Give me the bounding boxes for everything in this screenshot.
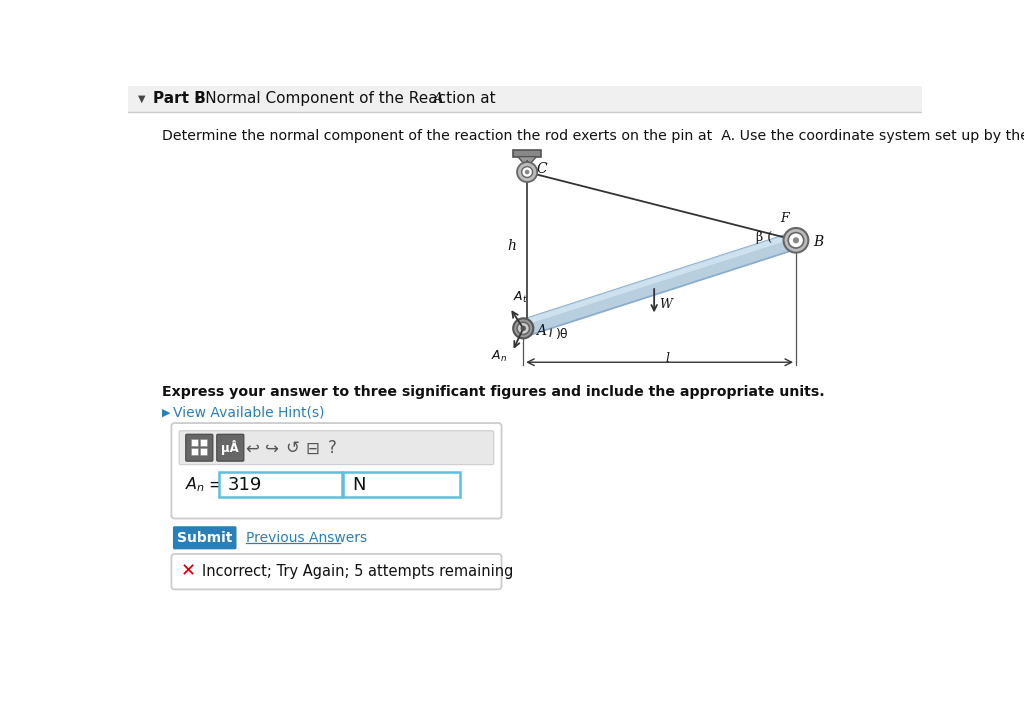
- Text: A: A: [536, 325, 546, 338]
- Text: ✕: ✕: [181, 563, 196, 581]
- Circle shape: [513, 318, 534, 338]
- Text: B: B: [813, 235, 823, 249]
- Text: C: C: [537, 162, 547, 176]
- Bar: [190, 439, 198, 446]
- Text: - Normal Component of the Reaction at: - Normal Component of the Reaction at: [190, 92, 501, 107]
- Ellipse shape: [790, 229, 803, 252]
- Text: Express your answer to three significant figures and include the appropriate uni: Express your answer to three significant…: [162, 385, 825, 399]
- FancyBboxPatch shape: [171, 554, 502, 589]
- Text: )θ: )θ: [556, 328, 568, 341]
- Text: $A_n$: $A_n$: [185, 475, 206, 494]
- Text: Previous Answers: Previous Answers: [246, 531, 367, 545]
- Bar: [513, 150, 541, 157]
- Bar: [190, 448, 198, 455]
- Polygon shape: [520, 232, 796, 326]
- Bar: [343, 473, 460, 497]
- Bar: [200, 439, 207, 446]
- Text: ▶: ▶: [162, 408, 171, 418]
- Circle shape: [521, 167, 532, 177]
- FancyBboxPatch shape: [179, 430, 494, 465]
- Text: $A_t$: $A_t$: [513, 290, 527, 305]
- Text: β (: β (: [756, 231, 772, 244]
- Text: F: F: [780, 212, 788, 225]
- Text: Part B: Part B: [153, 92, 206, 107]
- Text: A: A: [432, 92, 442, 106]
- Bar: [342, 473, 343, 497]
- Text: W: W: [658, 298, 672, 311]
- FancyBboxPatch shape: [217, 434, 244, 461]
- Text: ↺: ↺: [286, 440, 299, 458]
- Text: μÅ: μÅ: [221, 440, 240, 455]
- Text: Incorrect; Try Again; 5 attempts remaining: Incorrect; Try Again; 5 attempts remaini…: [203, 564, 514, 579]
- Text: Determine the normal component of the reaction the rod exerts on the pin at  A. : Determine the normal component of the re…: [162, 129, 1024, 143]
- Text: ?: ?: [328, 440, 337, 458]
- Text: l: l: [666, 352, 670, 365]
- Text: 319: 319: [227, 475, 261, 493]
- Circle shape: [520, 325, 526, 331]
- Polygon shape: [520, 232, 799, 336]
- Text: $A_n$: $A_n$: [490, 348, 507, 364]
- Text: Submit: Submit: [177, 531, 232, 545]
- Circle shape: [793, 237, 799, 243]
- Text: View Available Hint(s): View Available Hint(s): [173, 405, 325, 419]
- Polygon shape: [518, 157, 537, 167]
- Circle shape: [783, 228, 808, 252]
- FancyBboxPatch shape: [173, 526, 237, 549]
- Text: ↩: ↩: [245, 440, 259, 458]
- FancyBboxPatch shape: [185, 434, 213, 461]
- Circle shape: [524, 169, 529, 174]
- Text: h: h: [507, 240, 516, 253]
- Circle shape: [517, 322, 529, 335]
- Text: ⊟: ⊟: [305, 440, 319, 458]
- Text: =: =: [209, 475, 222, 493]
- FancyBboxPatch shape: [171, 423, 502, 518]
- Bar: [128, 86, 922, 112]
- Text: ▼: ▼: [138, 94, 145, 104]
- Bar: [219, 473, 342, 497]
- Ellipse shape: [517, 319, 529, 338]
- Text: N: N: [352, 475, 367, 493]
- Circle shape: [788, 232, 804, 248]
- Circle shape: [517, 162, 538, 182]
- Text: ↪: ↪: [265, 440, 280, 458]
- Bar: [200, 448, 207, 455]
